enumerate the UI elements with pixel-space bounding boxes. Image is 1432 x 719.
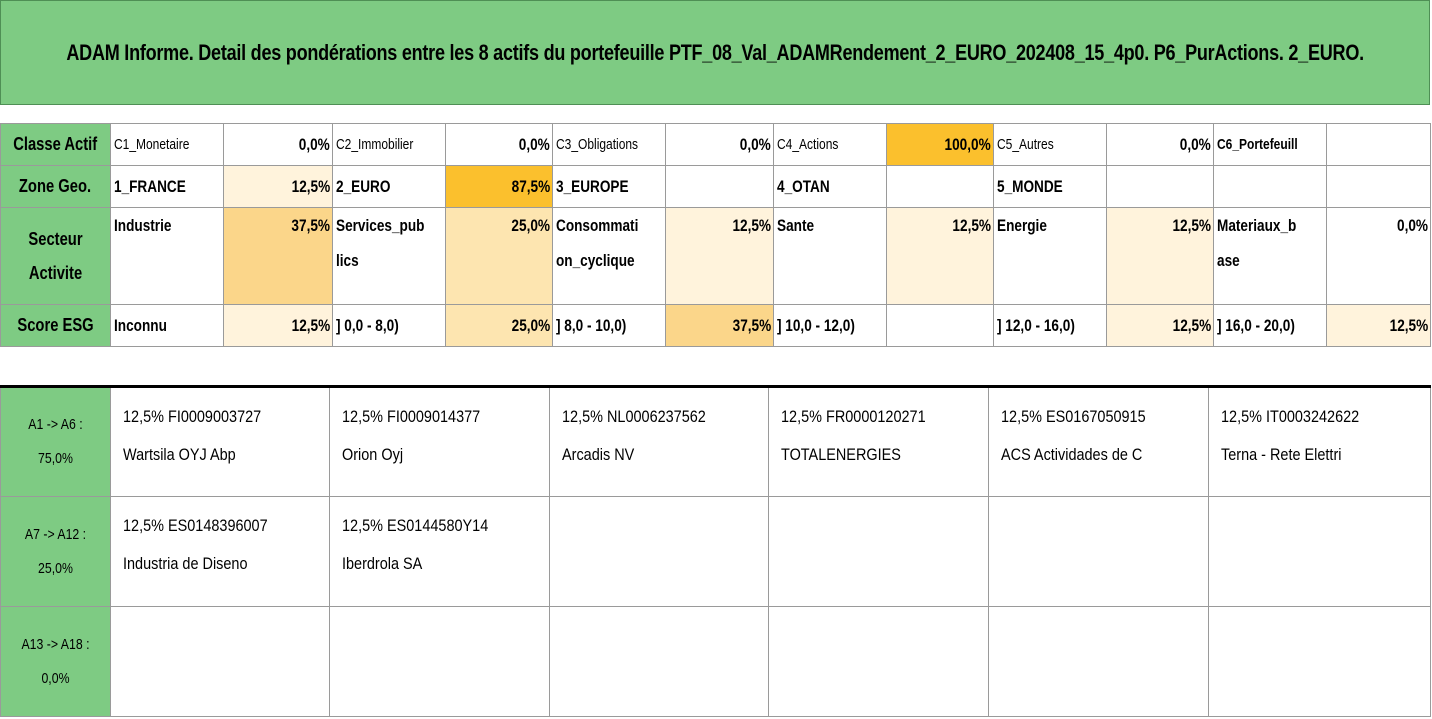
- cell-value[interactable]: 12,5%: [223, 165, 333, 208]
- cell-value[interactable]: 0,0%: [223, 123, 333, 166]
- cell-value[interactable]: [1326, 165, 1431, 208]
- cell-label[interactable]: ] 16,0 - 20,0): [1213, 304, 1327, 347]
- cell-value[interactable]: [1326, 123, 1431, 166]
- cell-value[interactable]: 0,0%: [1106, 123, 1214, 166]
- asset-cell[interactable]: 12,5% ES0167050915 ACS Actividades de C: [988, 385, 1209, 497]
- secteur-header-line2: Activite: [28, 263, 83, 283]
- asset-cell[interactable]: [1208, 606, 1431, 717]
- cell-label[interactable]: ] 12,0 - 16,0): [993, 304, 1107, 347]
- row-classe-actif: Classe Actif C1_Monetaire 0,0% C2_Immobi…: [0, 123, 1431, 166]
- cell-value[interactable]: 87,5%: [445, 165, 553, 208]
- cell-value[interactable]: [886, 165, 994, 208]
- asset-group-range: A13 -> A18 :: [21, 635, 90, 653]
- asset-cell[interactable]: 12,5% ES0148396007 Industria de Diseno: [110, 496, 330, 607]
- cell-label[interactable]: C5_Autres: [993, 123, 1107, 166]
- assets-table: A1 -> A6 : 75,0% 12,5% FI0009003727 Warts…: [0, 385, 1431, 717]
- cell-label[interactable]: ] 8,0 - 10,0): [552, 304, 666, 347]
- score-esg-header[interactable]: Score ESG: [0, 304, 111, 347]
- cell-label[interactable]: ] 10,0 - 12,0): [773, 304, 887, 347]
- asset-cell[interactable]: [988, 606, 1209, 717]
- asset-group-header[interactable]: A13 -> A18 : 0,0%: [0, 606, 111, 717]
- cell-label[interactable]: C2_Immobilier: [332, 123, 446, 166]
- asset-group-range: A1 -> A6 :: [28, 416, 83, 433]
- secteur-header-line1: Secteur: [28, 229, 83, 249]
- row-secteur-activite: Secteur Activite Industrie 37,5% Service…: [0, 207, 1431, 305]
- cell-value[interactable]: 0,0%: [665, 123, 774, 166]
- row-score-esg: Score ESG Inconnu 12,5% ] 0,0 - 8,0) 25,…: [0, 304, 1431, 347]
- cell-label[interactable]: Industrie: [110, 207, 224, 305]
- cell-value[interactable]: 100,0%: [886, 123, 994, 166]
- cell-label[interactable]: Energie: [993, 207, 1107, 305]
- asset-cell[interactable]: 12,5% FI0009014377 Orion Oyj: [329, 385, 550, 497]
- asset-row: A7 -> A12 : 25,0% 12,5% ES0148396007 Indu…: [0, 496, 1431, 607]
- asset-cell[interactable]: 12,5% FR0000120271 TOTALENERGIES: [768, 385, 989, 497]
- asset-cell[interactable]: 12,5% NL0006237562 Arcadis NV: [549, 385, 769, 497]
- cell-value[interactable]: 37,5%: [665, 304, 774, 347]
- asset-cell[interactable]: [988, 496, 1209, 607]
- cell-label[interactable]: 4_OTAN: [773, 165, 887, 208]
- cell-value[interactable]: 12,5%: [223, 304, 333, 347]
- asset-group-weight: 0,0%: [41, 669, 70, 687]
- cell-label[interactable]: Sante: [773, 207, 887, 305]
- cell-label[interactable]: Inconnu: [110, 304, 224, 347]
- asset-cell[interactable]: [1208, 496, 1431, 607]
- cell-label[interactable]: C4_Actions: [773, 123, 887, 166]
- cell-value[interactable]: 0,0%: [1326, 207, 1431, 305]
- cell-label[interactable]: 1_FRANCE: [110, 165, 224, 208]
- asset-cell[interactable]: 12,5% ES0144580Y14 Iberdrola SA: [329, 496, 550, 607]
- asset-cell[interactable]: 12,5% IT0003242622 Terna - Rete Elettri: [1208, 385, 1431, 497]
- cell-label[interactable]: 2_EURO: [332, 165, 446, 208]
- cell-value[interactable]: 37,5%: [223, 207, 333, 305]
- cell-label[interactable]: 5_MONDE: [993, 165, 1107, 208]
- asset-group-header[interactable]: A7 -> A12 : 25,0%: [0, 496, 111, 607]
- cell-value[interactable]: 25,0%: [445, 304, 553, 347]
- asset-group-weight: 25,0%: [38, 559, 73, 577]
- asset-group-weight: 75,0%: [38, 450, 73, 467]
- asset-cell[interactable]: [768, 496, 989, 607]
- cell-value[interactable]: 12,5%: [886, 207, 994, 305]
- asset-cell[interactable]: [768, 606, 989, 717]
- cell-label[interactable]: C6_Portefeuill: [1213, 123, 1327, 166]
- cell-label[interactable]: [1213, 165, 1327, 208]
- cell-value[interactable]: 12,5%: [1106, 304, 1214, 347]
- cell-label[interactable]: Materiaux_b ase: [1213, 207, 1327, 305]
- cell-value[interactable]: [886, 304, 994, 347]
- report-title-text: ADAM Informe. Detail des pondérations en…: [66, 39, 1364, 65]
- cell-value[interactable]: 25,0%: [445, 207, 553, 305]
- asset-group-header[interactable]: A1 -> A6 : 75,0%: [0, 385, 111, 497]
- cell-value[interactable]: [1106, 165, 1214, 208]
- cell-value[interactable]: 12,5%: [665, 207, 774, 305]
- cell-label[interactable]: 3_EUROPE: [552, 165, 666, 208]
- zone-geo-header[interactable]: Zone Geo.: [0, 165, 111, 208]
- cell-value[interactable]: 12,5%: [1326, 304, 1431, 347]
- asset-row: A13 -> A18 : 0,0%: [0, 606, 1431, 717]
- cell-label[interactable]: Services_pub lics: [332, 207, 446, 305]
- asset-cell[interactable]: [549, 606, 769, 717]
- classe-actif-header[interactable]: Classe Actif: [0, 123, 111, 166]
- cell-value[interactable]: 0,0%: [445, 123, 553, 166]
- asset-row: A1 -> A6 : 75,0% 12,5% FI0009003727 Warts…: [0, 385, 1431, 497]
- cell-value[interactable]: [665, 165, 774, 208]
- row-zone-geo: Zone Geo. 1_FRANCE 12,5% 2_EURO 87,5% 3_…: [0, 165, 1431, 208]
- asset-cell[interactable]: 12,5% FI0009003727 Wartsila OYJ Abp: [110, 385, 330, 497]
- cell-label[interactable]: C1_Monetaire: [110, 123, 224, 166]
- cell-value[interactable]: 12,5%: [1106, 207, 1214, 305]
- asset-cell[interactable]: [110, 606, 330, 717]
- asset-group-range: A7 -> A12 :: [24, 525, 87, 543]
- asset-cell[interactable]: [329, 606, 550, 717]
- asset-cell[interactable]: [549, 496, 769, 607]
- cell-label[interactable]: ] 0,0 - 8,0): [332, 304, 446, 347]
- secteur-activite-header[interactable]: Secteur Activite: [0, 207, 111, 305]
- weights-table: Classe Actif C1_Monetaire 0,0% C2_Immobi…: [0, 123, 1431, 347]
- report-title: ADAM Informe. Detail des pondérations en…: [0, 0, 1430, 105]
- cell-label[interactable]: C3_Obligations: [552, 123, 666, 166]
- cell-label[interactable]: Consommati on_cyclique: [552, 207, 666, 305]
